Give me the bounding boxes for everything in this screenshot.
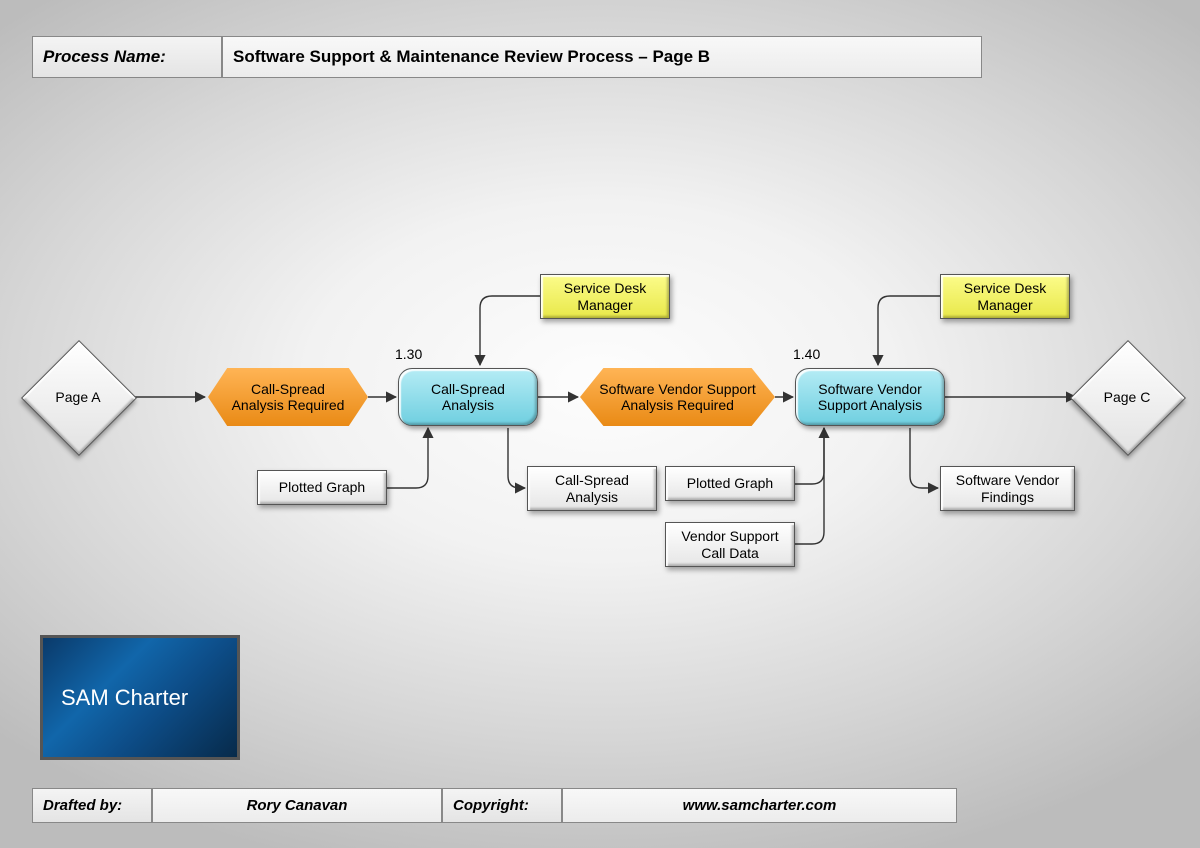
- footer-bar: Drafted by: Rory Canavan Copyright: www.…: [32, 788, 957, 823]
- header-label: Process Name:: [32, 36, 222, 78]
- node-vendor-support-call-data: Vendor Support Call Data: [665, 522, 795, 567]
- node-plotted-graph-2: Plotted Graph: [665, 466, 795, 501]
- header-title: Software Support & Maintenance Review Pr…: [222, 36, 982, 78]
- node-page-c-label: Page C: [1087, 357, 1167, 437]
- node-page-c: Page C: [1087, 357, 1169, 439]
- footer-copyright-label: Copyright:: [442, 788, 562, 823]
- node-proc-callspread: Call-Spread Analysis: [398, 368, 538, 426]
- node-proc-vendor: Software Vendor Support Analysis: [795, 368, 945, 426]
- node-hex-callspread-required: Call-Spread Analysis Required: [208, 368, 368, 426]
- logo-sam-charter: SAM Charter: [40, 635, 240, 760]
- node-page-a-label: Page A: [38, 357, 118, 437]
- node-software-vendor-findings: Software Vendor Findings: [940, 466, 1075, 511]
- node-hex-vendor-required: Software Vendor Support Analysis Require…: [580, 368, 775, 426]
- node-sdm-2: Service Desk Manager: [940, 274, 1070, 319]
- node-page-a: Page A: [38, 357, 120, 439]
- node-plotted-graph-1: Plotted Graph: [257, 470, 387, 505]
- label-step-1-30: 1.30: [395, 346, 422, 362]
- footer-drafted-value: Rory Canavan: [152, 788, 442, 823]
- page-canvas: Process Name: Software Support & Mainten…: [0, 0, 1200, 848]
- footer-drafted-label: Drafted by:: [32, 788, 152, 823]
- node-sdm-1: Service Desk Manager: [540, 274, 670, 319]
- header-bar: Process Name: Software Support & Mainten…: [32, 36, 982, 78]
- node-callspread-analysis-doc: Call-Spread Analysis: [527, 466, 657, 511]
- label-step-1-40: 1.40: [793, 346, 820, 362]
- footer-copyright-value: www.samcharter.com: [562, 788, 957, 823]
